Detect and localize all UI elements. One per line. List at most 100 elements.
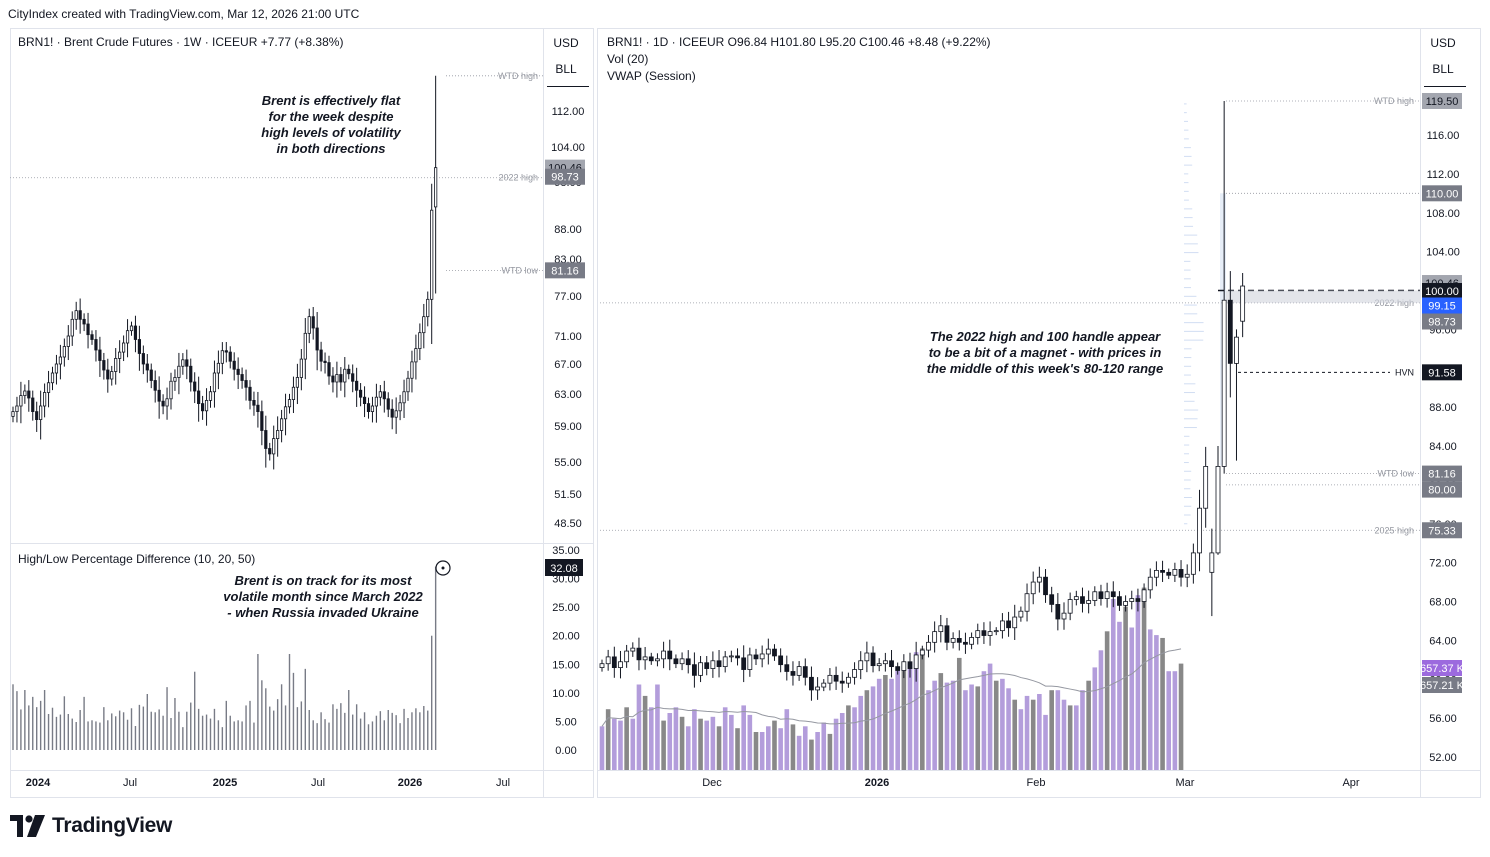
right-price-label-level_110-bg: [1422, 185, 1462, 202]
right-vwap-legend: VWAP (Session): [607, 69, 696, 83]
right-currency-label[interactable]: USD: [1430, 36, 1456, 50]
left-currency-label[interactable]: USD: [553, 36, 579, 50]
volume-bar-59: [963, 690, 968, 770]
left-price-label-wtd-low: 81.16: [551, 265, 579, 277]
right-candle-16-body: [698, 662, 703, 676]
volume-bar-64: [993, 680, 999, 770]
volume-bar-2: [612, 718, 617, 770]
right-y-tick-13: 64.00: [1429, 635, 1457, 647]
indicator-pane[interactable]: High/Low Percentage Difference (10, 20, …: [12, 545, 583, 757]
left-candle-55-body: [228, 351, 232, 362]
volume-bar-65: [1000, 678, 1005, 770]
right-price-label-wtd_low: 81.16: [1428, 469, 1456, 481]
volume-bar-61: [975, 686, 981, 770]
left-level-lines: WTD high 2022 high WTD low: [10, 71, 543, 275]
right-candle-27-body: [765, 648, 771, 655]
left-candle-37-body: [157, 389, 161, 402]
right-candle-81-body: [1098, 591, 1104, 599]
left-x-axis[interactable]: 2024 Jul 2025 Jul 2026 Jul: [26, 777, 510, 789]
left-unit-label[interactable]: BLL: [555, 62, 577, 76]
volume-bar-94: [1178, 663, 1184, 770]
left-candle-81-body: [331, 375, 335, 383]
right-candle-54-body: [932, 631, 938, 643]
left-candle-30-body: [129, 325, 134, 332]
left-x-tick-4: 2026: [398, 777, 422, 789]
right-unit-label[interactable]: BLL: [1432, 62, 1454, 76]
left-level-label-wtd_high: WTD high: [498, 71, 538, 81]
right-price-label-high_2025-bg: [1422, 522, 1462, 539]
right-volume-bars: [599, 587, 1184, 770]
left-y-tick-11: 51.50: [554, 489, 582, 501]
left-candle-24-body: [106, 369, 110, 380]
tradingview-footer[interactable]: TradingView: [10, 814, 172, 838]
right-candles: [599, 100, 1246, 701]
left-candle-7-body: [39, 405, 43, 421]
right-candle-74-body: [1055, 604, 1061, 620]
left-candle-72-body: [295, 377, 300, 388]
indicator-y-axis[interactable]: 35.00 30.00 25.00 20.00 15.00 10.00 5.00 0.00: [552, 545, 580, 757]
left-candle-94-body: [382, 391, 386, 400]
right-level-label-wtd_low: WTD low: [1378, 469, 1415, 479]
right-y-tick-7: 88.00: [1429, 402, 1457, 414]
right-candle-73-body: [1049, 594, 1055, 605]
right-candle-25-body: [753, 654, 759, 660]
left-candle-97-body: [394, 410, 398, 418]
right-price-label-round_100-bg: [1422, 283, 1462, 299]
right-y-tick-16: 52.00: [1429, 752, 1457, 764]
volume-bar-58: [956, 657, 962, 770]
volume-bar-75: [1061, 699, 1067, 770]
left-candle-49-body: [204, 399, 209, 412]
left-candle-99-body: [402, 391, 406, 404]
volume-bar-7: [642, 695, 648, 770]
left-candle-75-body: [307, 316, 311, 334]
left-candle-35-body: [149, 369, 153, 381]
left-candle-54-body: [224, 350, 228, 353]
volume-bar-15: [692, 709, 697, 770]
left-candle-57-body: [236, 368, 240, 375]
left-candle-29-body: [125, 330, 130, 344]
right-candle-94-body: [1178, 569, 1184, 578]
indicator-annotation-line-1: Brent is on track for its most: [235, 573, 413, 588]
left-candle-107-body: [434, 167, 438, 208]
left-candle-71-body: [291, 386, 296, 401]
left-candle-103-body: [418, 332, 422, 349]
volume-bar-31: [790, 724, 796, 770]
right-candle-39-body: [839, 680, 845, 684]
left-price-pane[interactable]: BRN1! · Brent Crude Futures · 1W · ICEEU…: [10, 35, 589, 530]
right-candle-65-body: [1000, 620, 1005, 632]
right-annotation-line-3: the middle of this week's 80-120 range: [927, 361, 1163, 376]
right-candle-3-body: [618, 661, 623, 668]
right-x-tick-1: 2026: [865, 777, 889, 789]
right-candle-24-body: [747, 654, 753, 670]
left-candle-93-body: [378, 391, 382, 398]
right-candle-23-body: [741, 657, 747, 670]
left-candle-77-body: [315, 327, 319, 351]
right-price-pane[interactable]: BRN1! · 1D · ICEEUR O96.84 H101.80 L95.2…: [599, 35, 1466, 770]
volume-bar-12: [673, 707, 679, 770]
left-candle-84-body: [343, 368, 347, 383]
right-price-labels: 119.50110.00100.46100.0099.1598.7391.588…: [1420, 92, 1465, 693]
left-candle-92-body: [374, 396, 379, 407]
right-candle-6-body: [636, 647, 642, 661]
left-candle-4-body: [27, 390, 31, 399]
left-candle-88-body: [358, 389, 363, 398]
left-candle-6-body: [35, 411, 39, 421]
left-candle-18-body: [82, 318, 86, 325]
left-candle-46-body: [193, 381, 197, 392]
right-price-label-vol-bg: [1422, 660, 1462, 676]
indicator-peak-dot: [441, 566, 445, 570]
volume-bar-62: [981, 671, 987, 770]
left-candle-45-body: [189, 365, 193, 383]
right-x-axis[interactable]: Dec 2026 Feb Mar Apr: [702, 777, 1360, 789]
right-candle-48-body: [895, 666, 901, 671]
right-price-label-wtd_high-bg: [1422, 92, 1462, 109]
left-candle-52-body: [216, 362, 220, 374]
volume-bar-0: [599, 726, 605, 770]
volume-bar-51: [913, 652, 919, 770]
volume-bar-78: [1080, 690, 1085, 770]
left-candle-21-body: [94, 339, 98, 351]
volume-bar-57: [950, 680, 956, 770]
volume-bar-41: [852, 707, 857, 770]
